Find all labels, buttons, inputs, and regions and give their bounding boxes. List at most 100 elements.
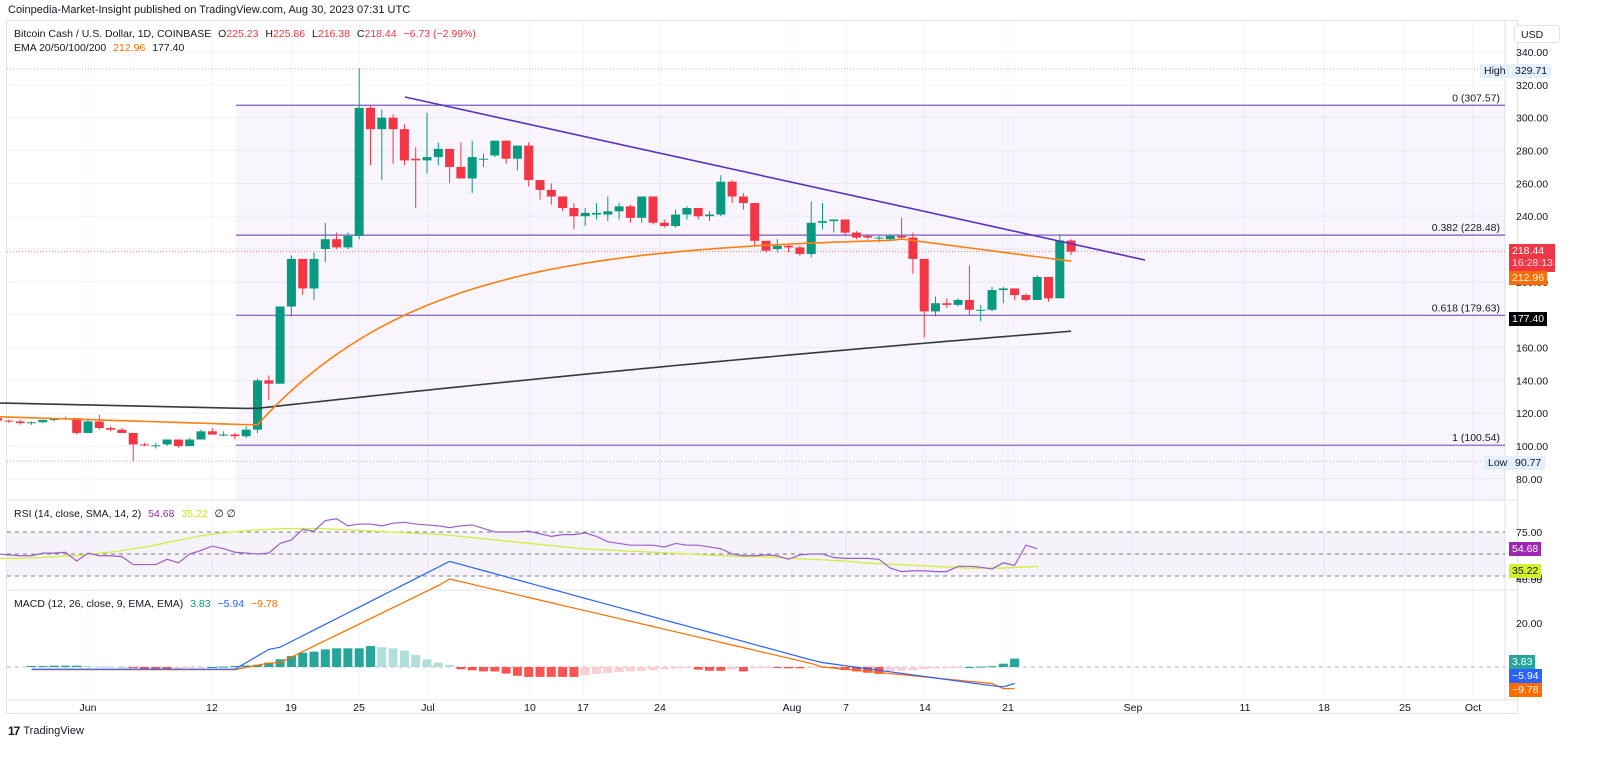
time-tick: 10 <box>524 702 536 714</box>
tradingview-footer[interactable]: 17 TradingView <box>8 724 84 738</box>
candle-body <box>456 166 466 179</box>
close-value: 218.44 <box>364 28 397 40</box>
macd-hist-bar <box>366 646 375 667</box>
macd-hist-bar <box>580 667 590 676</box>
candle-body <box>0 418 3 421</box>
macd-hist-bar <box>885 667 895 671</box>
macd-hist-bar <box>625 667 635 672</box>
publisher-line: Coinpedia-Market-Insight published on Tr… <box>8 4 411 16</box>
macd-hist-bar <box>388 648 398 667</box>
high-value: 225.86 <box>272 28 306 40</box>
candle-body <box>253 380 262 430</box>
candle-body <box>987 290 997 310</box>
macd-hist-bar <box>524 667 534 677</box>
ema-black-tag: 177.40 <box>1509 312 1548 326</box>
macd-hist-bar <box>840 667 850 671</box>
macd-hist-bar <box>253 664 262 667</box>
time-tick: Oct <box>1465 702 1481 714</box>
macd-hist-bar <box>106 666 116 668</box>
candle-body <box>558 196 568 208</box>
candle-body <box>264 380 274 384</box>
time-tick: Sep <box>1124 702 1143 714</box>
macd-hist-bar <box>558 667 568 677</box>
ema-legend[interactable]: EMA 20/50/100/200 212.96 177.40 <box>14 42 188 54</box>
macd-hist-bar <box>976 666 986 668</box>
candle-body <box>501 140 511 159</box>
ema-orange-tag: 212.96 <box>1509 271 1548 285</box>
candle-body <box>716 181 726 215</box>
time-tick: 25 <box>353 702 365 714</box>
rsi-extra: ∅ ∅ <box>214 508 236 520</box>
candle-body <box>795 247 805 254</box>
macd-hist-bar <box>456 667 466 670</box>
macd-signal-value: −9.78 <box>251 598 278 610</box>
price-tick: 260.00 <box>1516 178 1548 190</box>
last-price: 218.44 <box>1512 245 1545 257</box>
fib-label: 1 (100.54) <box>1452 432 1500 444</box>
candle-body <box>49 418 59 420</box>
candle-body <box>298 258 308 289</box>
price-tick: 160.00 <box>1516 343 1548 355</box>
macd-hist-bar <box>908 667 918 671</box>
candle-body <box>94 421 104 429</box>
candle-body <box>1021 295 1031 300</box>
candle-body <box>140 444 149 446</box>
last-price-tag: 218.44 16:28:13 <box>1509 244 1555 272</box>
candle-body <box>784 245 794 248</box>
candle-body <box>818 221 827 223</box>
candle-body <box>885 235 895 240</box>
candle-body <box>377 117 387 130</box>
candle-body <box>874 237 884 239</box>
time-tick: 19 <box>285 702 297 714</box>
rsi-title: RSI (14, close, SMA, 14, 2) <box>14 508 142 520</box>
macd-hist-bar <box>750 667 760 669</box>
candle-body <box>863 235 873 238</box>
ema-fast-line <box>0 238 1072 426</box>
macd-hist-bar <box>117 667 127 668</box>
macd-hist-bar <box>592 667 601 675</box>
candle-body <box>219 434 229 436</box>
candle-body <box>738 196 748 204</box>
macd-hist-bar <box>490 667 500 672</box>
candle-body <box>931 303 940 312</box>
macd-hist-bar <box>501 667 511 674</box>
high-marker-label: High <box>1480 64 1510 78</box>
rsi-sma-tag: 35.22 <box>1509 564 1542 578</box>
candle-body <box>185 439 195 447</box>
candle-body <box>490 140 500 156</box>
candle-body <box>106 428 116 430</box>
time-tick: Aug <box>783 702 802 714</box>
low-marker-label: Low <box>1484 456 1512 470</box>
macd-hist-bar <box>806 667 816 668</box>
rsi-tick: 75.00 <box>1516 527 1542 539</box>
macd-hist-bar <box>343 648 353 667</box>
candle-body <box>524 145 534 181</box>
fib-label: 0 (307.57) <box>1452 92 1500 104</box>
currency-selector[interactable]: USD <box>1514 25 1560 43</box>
macd-hist-bar <box>94 666 104 668</box>
candle-body <box>241 429 251 437</box>
macd-hist-bar <box>128 667 138 669</box>
macd-legend[interactable]: MACD (12, 26, close, 9, EMA, EMA) 3.83 −… <box>14 598 282 610</box>
candle-body <box>445 148 455 167</box>
time-tick: 17 <box>577 702 589 714</box>
fib-label: 0.382 (228.48) <box>1432 222 1500 234</box>
macd-hist-bar <box>546 667 556 677</box>
symbol-name: Bitcoin Cash / U.S. Dollar, 1D, COINBASE <box>14 28 212 40</box>
rsi-sma-line <box>0 527 1039 569</box>
macd-hist-bar <box>784 667 794 669</box>
candle-body <box>705 214 714 217</box>
candle-body <box>83 421 93 433</box>
price-tick: 300.00 <box>1516 113 1548 125</box>
macd-hist-bar <box>953 667 963 668</box>
price-tick: 100.00 <box>1516 441 1548 453</box>
candle-body <box>467 157 477 179</box>
macd-hist-bar <box>614 667 624 673</box>
macd-hist-bar <box>49 665 59 667</box>
candle-body <box>117 429 127 433</box>
macd-hist-bar <box>162 667 172 670</box>
fib-label: 0.618 (179.63) <box>1432 302 1500 314</box>
rsi-legend[interactable]: RSI (14, close, SMA, 14, 2) 54.68 35.22 … <box>14 508 240 520</box>
macd-hist-bar <box>320 649 330 667</box>
